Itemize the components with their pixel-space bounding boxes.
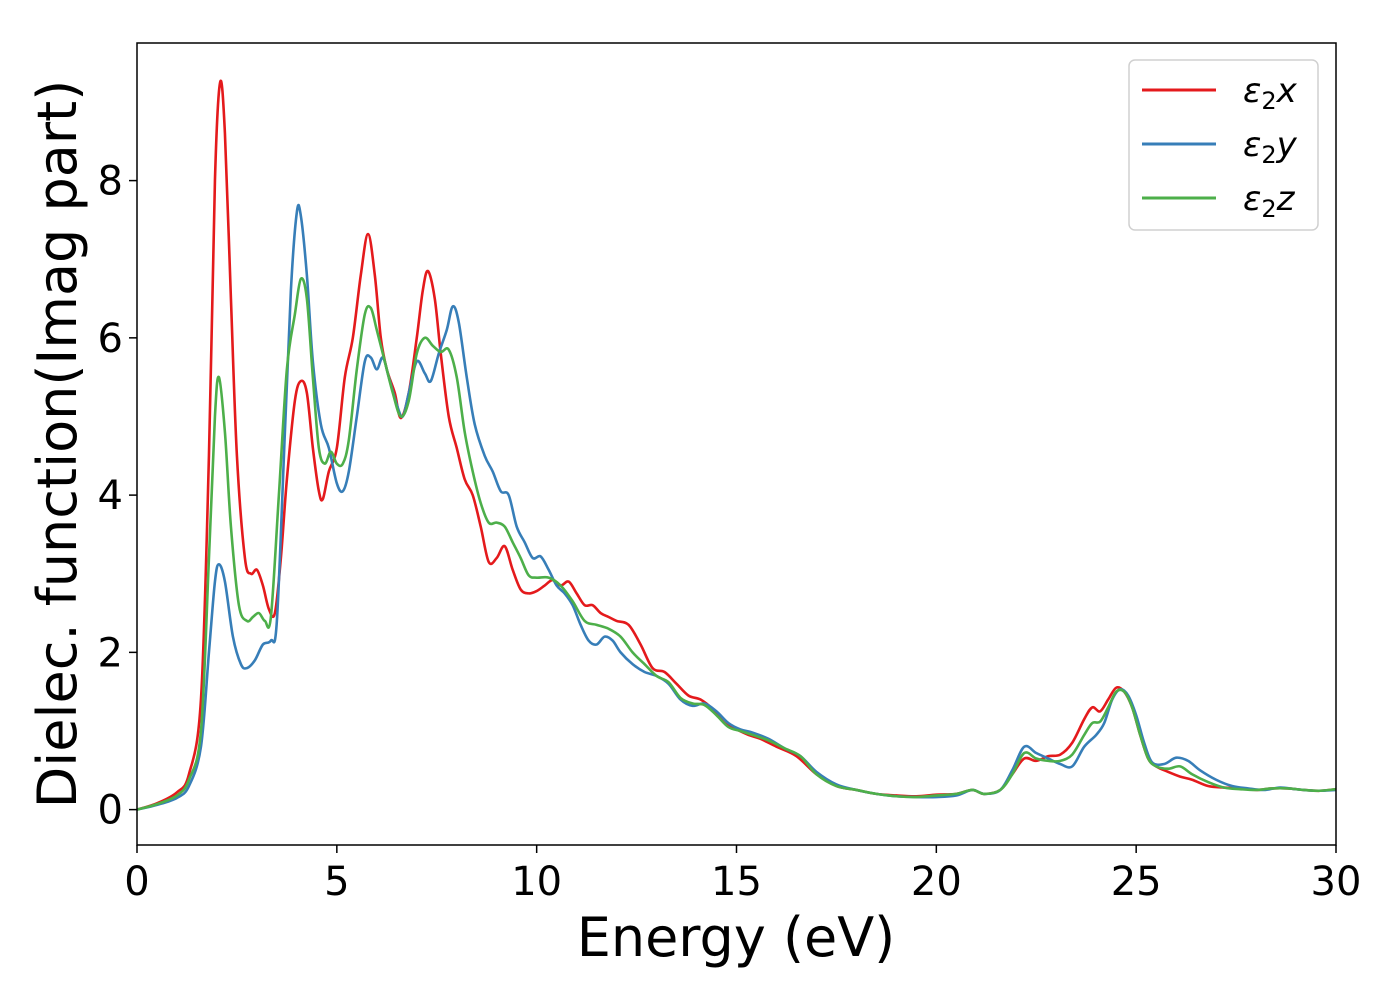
series-line-z [137,277,1336,811]
legend-label-x: ε2x [1243,71,1298,115]
x-tick-label: 10 [511,859,562,905]
series-layer [137,79,1336,811]
x-axis-label: Energy (eV) [577,906,896,969]
x-tick-label: 30 [1311,859,1362,905]
y-axis-label: Dielec. function(Imag part) [26,80,89,809]
legend-label-y: ε2y [1243,125,1298,169]
series-line-y [137,203,1336,811]
legend-box [1128,59,1319,231]
x-tick-label: 0 [124,859,149,905]
x-tick-label: 20 [911,859,962,905]
legend-label-z: ε2z [1243,179,1296,223]
y-axis-ticks: 0 2 4 6 8 [98,159,137,834]
x-tick-label: 25 [1111,859,1162,905]
x-tick-label: 15 [711,859,762,905]
x-axis-ticks: 0 5 10 15 20 25 30 [124,845,1361,905]
y-tick-label: 2 [98,630,123,676]
x-tick-label: 5 [324,859,349,905]
y-tick-label: 6 [98,316,123,362]
legend: ε2x ε2y ε2z [1128,59,1319,231]
y-tick-label: 8 [98,159,123,205]
legend-items: ε2x ε2y ε2z [1142,71,1298,223]
y-tick-label: 0 [98,788,123,834]
y-tick-label: 4 [98,473,123,519]
